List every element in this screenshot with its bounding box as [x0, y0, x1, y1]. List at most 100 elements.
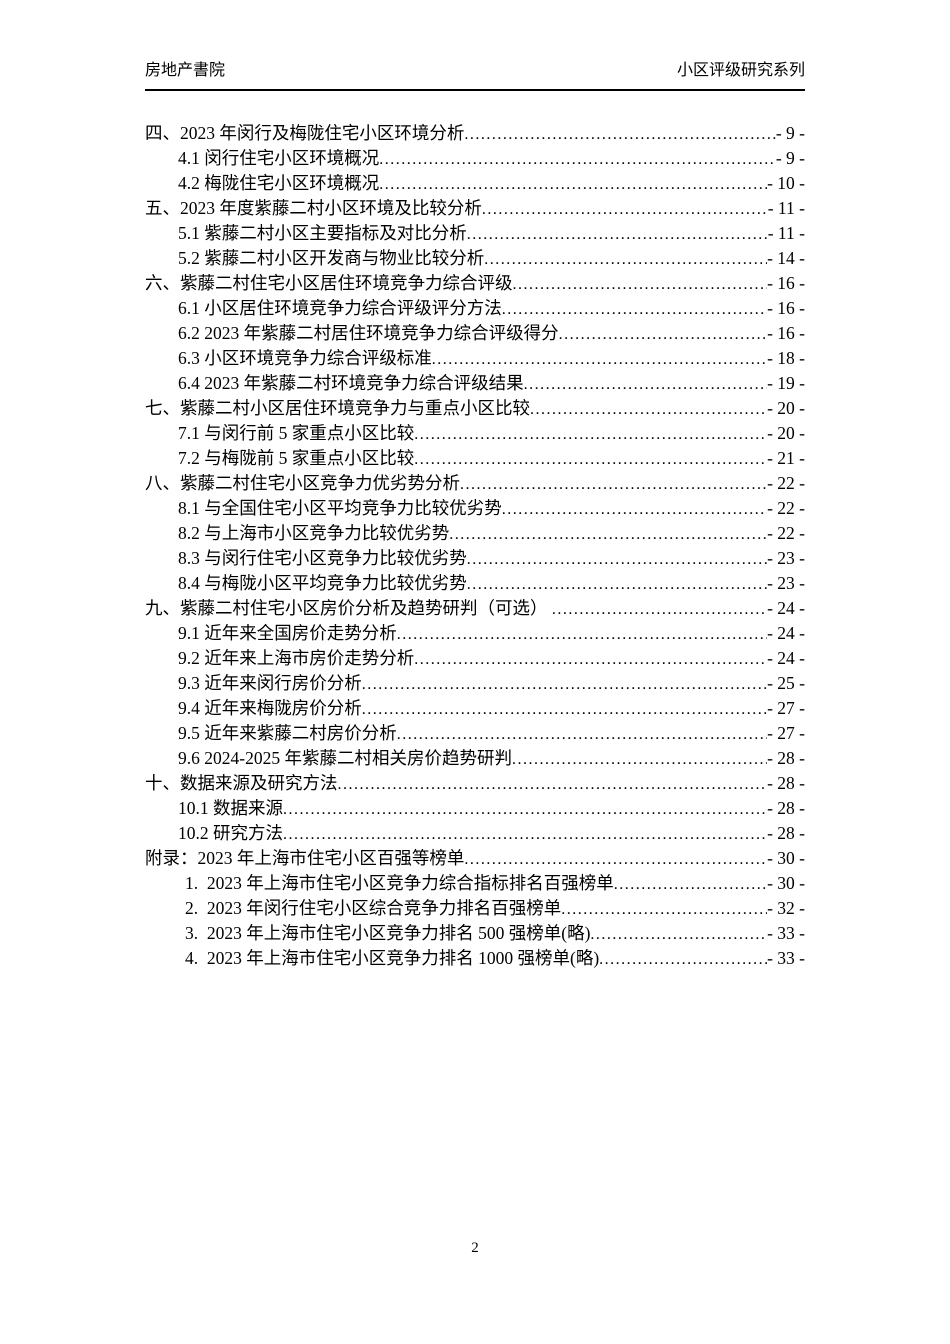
toc-entry-label: 9.6 2024-2025 年紫藤二村相关房价趋势研判 [178, 748, 512, 768]
toc-entry[interactable]: 4. 2023 年上海市住宅小区竞争力排名 1000 强榜单(略) - 33 - [145, 946, 805, 971]
toc-entry-page-number: - 23 - [767, 573, 805, 593]
toc-entry-label: 十、数据来源及研究方法 [145, 773, 338, 793]
toc-entry-label: 10.2 研究方法 [178, 823, 283, 843]
toc-entry-label: 8.1 与全国住宅小区平均竞争力比较优劣势 [178, 498, 502, 518]
toc-entry-page-number: - 19 - [767, 373, 805, 393]
toc-entry-label: 4. 2023 年上海市住宅小区竞争力排名 1000 强榜单(略) [185, 948, 600, 968]
toc-dot-leader [524, 372, 767, 397]
toc-entry-page-number: - 27 - [767, 698, 805, 718]
toc-entry-label: 8.3 与闵行住宅小区竞争力比较优劣势 [178, 548, 467, 568]
toc-dot-leader [464, 847, 767, 872]
toc-dot-leader [379, 147, 776, 172]
toc-entry-label: 附录：2023 年上海市住宅小区百强等榜单 [145, 848, 465, 868]
toc-entry-label: 6.1 小区居住环境竞争力综合评级评分方法 [178, 298, 502, 318]
toc-entry[interactable]: 6.2 2023 年紫藤二村居住环境竞争力综合评级得分 - 16 - [145, 321, 805, 346]
toc-dot-leader [467, 572, 767, 597]
toc-dot-leader [502, 497, 767, 522]
page-header: 房地产書院 小区评级研究系列 [145, 60, 805, 91]
toc-entry-label: 10.1 数据来源 [178, 798, 283, 818]
toc-entry-page-number: - 28 - [767, 798, 805, 818]
toc-entry[interactable]: 6.4 2023 年紫藤二村环境竞争力综合评级结果 - 19 - [145, 371, 805, 396]
toc-entry-label: 5.1 紫藤二村小区主要指标及对比分析 [178, 223, 467, 243]
toc-entry[interactable]: 10.1 数据来源 - 28 - [145, 796, 805, 821]
toc-dot-leader [530, 397, 767, 422]
toc-entry[interactable]: 附录：2023 年上海市住宅小区百强等榜单 - 30 - [145, 846, 805, 871]
toc-entry[interactable]: 9.1 近年来全国房价走势分析 - 24 - [145, 621, 805, 646]
toc-entry-label: 9.5 近年来紫藤二村房价分析 [178, 723, 397, 743]
toc-entry-label: 四、2023 年闵行及梅陇住宅小区环境分析 [145, 123, 465, 143]
toc-entry[interactable]: 9.6 2024-2025 年紫藤二村相关房价趋势研判 - 28 - [145, 746, 805, 771]
toc-entry-label: 6.2 2023 年紫藤二村居住环境竞争力综合评级得分 [178, 323, 559, 343]
toc-entry-label: 6.4 2023 年紫藤二村环境竞争力综合评级结果 [178, 373, 524, 393]
toc-entry-page-number: - 16 - [767, 273, 805, 293]
toc-entry[interactable]: 8.1 与全国住宅小区平均竞争力比较优劣势 - 22 - [145, 496, 805, 521]
toc-entry-page-number: - 20 - [767, 423, 805, 443]
toc-entry[interactable]: 1. 2023 年上海市住宅小区竞争力综合指标排名百强榜单 - 30 - [145, 871, 805, 896]
toc-entry[interactable]: 9.5 近年来紫藤二村房价分析 - 27 - [145, 721, 805, 746]
toc-entry[interactable]: 2. 2023 年闵行住宅小区综合竞争力排名百强榜单 - 32 - [145, 896, 805, 921]
toc-entry-label: 九、紫藤二村住宅小区房价分析及趋势研判（可选） [145, 598, 552, 618]
page-footer: 2 [0, 1238, 950, 1258]
toc-dot-leader [414, 447, 767, 472]
toc-entry[interactable]: 8.4 与梅陇小区平均竞争力比较优劣势 - 23 - [145, 571, 805, 596]
toc-entry[interactable]: 四、2023 年闵行及梅陇住宅小区环境分析 - 9 - [145, 121, 805, 146]
toc-entry[interactable]: 八、紫藤二村住宅小区竞争力优劣势分析 - 22 - [145, 471, 805, 496]
toc-dot-leader [502, 297, 767, 322]
toc-dot-leader [513, 272, 768, 297]
toc-entry[interactable]: 5.2 紫藤二村小区开发商与物业比较分析 - 14 - [145, 246, 805, 271]
toc-entry-label: 9.2 近年来上海市房价走势分析 [178, 648, 415, 668]
toc-entry[interactable]: 8.2 与上海市小区竞争力比较优劣势 - 22 - [145, 521, 805, 546]
toc-entry-label: 六、紫藤二村住宅小区居住环境竞争力综合评级 [145, 273, 513, 293]
toc-entry[interactable]: 9.4 近年来梅陇房价分析 - 27 - [145, 696, 805, 721]
toc-entry[interactable]: 10.2 研究方法 - 28 - [145, 821, 805, 846]
toc-entry[interactable]: 4.2 梅陇住宅小区环境概况 - 10 - [145, 171, 805, 196]
toc-entry-page-number: - 32 - [767, 898, 805, 918]
toc-entry-page-number: - 11 - [767, 223, 805, 243]
page-number: 2 [471, 1240, 479, 1256]
toc-entry[interactable]: 十、数据来源及研究方法 - 28 - [145, 771, 805, 796]
toc-entry-label: 五、2023 年度紫藤二村小区环境及比较分析 [145, 198, 482, 218]
toc-dot-leader [467, 222, 768, 247]
toc-entry-page-number: - 28 - [767, 823, 805, 843]
toc-entry-page-number: - 28 - [767, 773, 805, 793]
toc-entry-page-number: - 24 - [767, 598, 805, 618]
toc-entry-page-number: - 30 - [767, 873, 805, 893]
toc-entry[interactable]: 3. 2023 年上海市住宅小区竞争力排名 500 强榜单(略) - 33 - [145, 921, 805, 946]
toc-entry[interactable]: 七、紫藤二村小区居住环境竞争力与重点小区比较 - 20 - [145, 396, 805, 421]
toc-entry-page-number: - 20 - [767, 398, 805, 418]
toc-entry[interactable]: 4.1 闵行住宅小区环境概况 - 9 - [145, 146, 805, 171]
toc-entry-label: 7.1 与闵行前 5 家重点小区比较 [178, 423, 415, 443]
toc-entry[interactable]: 8.3 与闵行住宅小区竞争力比较优劣势 - 23 - [145, 546, 805, 571]
toc-entry[interactable]: 9.3 近年来闵行房价分析 - 25 - [145, 671, 805, 696]
toc-entry-label: 4.1 闵行住宅小区环境概况 [178, 148, 380, 168]
toc-entry-label: 8.2 与上海市小区竞争力比较优劣势 [178, 523, 450, 543]
toc-dot-leader [414, 647, 767, 672]
toc-entry-page-number: - 25 - [767, 673, 805, 693]
toc-entry-label: 9.4 近年来梅陇房价分析 [178, 698, 362, 718]
toc-entry-label: 3. 2023 年上海市住宅小区竞争力排名 500 强榜单(略) [185, 923, 591, 943]
toc-entry[interactable]: 7.1 与闵行前 5 家重点小区比较 - 20 - [145, 421, 805, 446]
toc-entry[interactable]: 五、2023 年度紫藤二村小区环境及比较分析 - 11 - [145, 196, 805, 221]
toc-entry-label: 7.2 与梅陇前 5 家重点小区比较 [178, 448, 415, 468]
toc-entry-page-number: - 27 - [767, 723, 805, 743]
toc-entry[interactable]: 9.2 近年来上海市房价走势分析 - 24 - [145, 646, 805, 671]
toc-dot-leader [283, 822, 767, 847]
toc-entry-label: 1. 2023 年上海市住宅小区竞争力综合指标排名百强榜单 [185, 873, 614, 893]
toc-dot-leader [464, 122, 775, 147]
toc-entry-page-number: - 22 - [767, 473, 805, 493]
toc-dot-leader [559, 322, 767, 347]
toc-dot-leader [467, 547, 767, 572]
toc-entry[interactable]: 5.1 紫藤二村小区主要指标及对比分析 - 11 - [145, 221, 805, 246]
toc-entry[interactable]: 九、紫藤二村住宅小区房价分析及趋势研判（可选） - 24 - [145, 596, 805, 621]
toc-dot-leader [460, 472, 767, 497]
toc-entry-label: 6.3 小区环境竞争力综合评级标准 [178, 348, 432, 368]
toc-entry-page-number: - 14 - [767, 248, 805, 268]
toc-entry-page-number: - 24 - [767, 648, 805, 668]
toc-entry-label: 9.1 近年来全国房价走势分析 [178, 623, 397, 643]
toc-entry[interactable]: 6.3 小区环境竞争力综合评级标准 - 18 - [145, 346, 805, 371]
toc-dot-leader [379, 172, 767, 197]
toc-entry[interactable]: 7.2 与梅陇前 5 家重点小区比较 - 21 - [145, 446, 805, 471]
toc-entry[interactable]: 六、紫藤二村住宅小区居住环境竞争力综合评级 - 16 - [145, 271, 805, 296]
toc-dot-leader [512, 747, 767, 772]
toc-entry[interactable]: 6.1 小区居住环境竞争力综合评级评分方法 - 16 - [145, 296, 805, 321]
